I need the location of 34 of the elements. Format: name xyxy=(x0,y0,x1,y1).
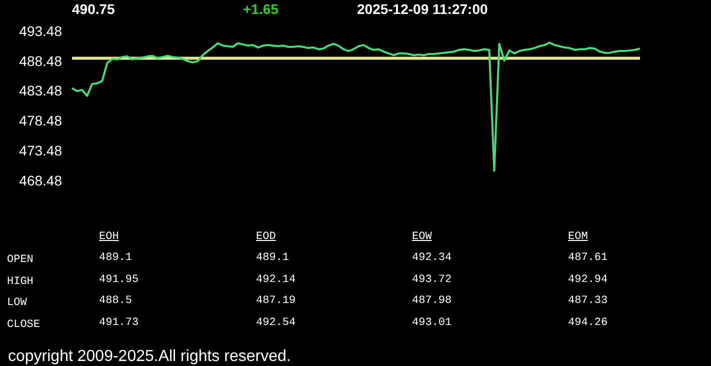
text: 489.1 xyxy=(256,252,290,264)
text: LOW xyxy=(7,297,27,310)
text: OPEN xyxy=(7,254,34,266)
text: copyright 2009-2025.All rights reserved. xyxy=(8,348,291,366)
text: HIGH xyxy=(7,276,34,288)
y-tick-label: 473.48 xyxy=(19,142,62,159)
text: 487.61 xyxy=(568,252,608,264)
y-tick-label: 468.48 xyxy=(19,172,62,188)
text: 493.01 xyxy=(412,317,452,330)
text: 488.5 xyxy=(99,295,132,308)
text: 492.34 xyxy=(412,252,452,264)
text: 489.1 xyxy=(99,252,132,264)
text: 492.14 xyxy=(256,274,296,286)
text: EOW xyxy=(412,231,432,243)
text: 491.95 xyxy=(99,274,139,286)
text: EOD xyxy=(256,231,276,243)
text: 491.73 xyxy=(99,317,139,330)
text: 2025-12-09 11:27:00 xyxy=(357,1,488,17)
text: CLOSE xyxy=(7,319,40,332)
text: 492.54 xyxy=(256,317,296,330)
text: 487.19 xyxy=(256,295,296,308)
text: +1.65 xyxy=(243,1,278,17)
text: EOH xyxy=(99,231,119,243)
text: 487.98 xyxy=(412,295,452,308)
y-tick-label: 478.48 xyxy=(19,112,62,129)
text: 487.33 xyxy=(568,295,608,308)
text: 492.94 xyxy=(568,274,608,286)
text: 493.72 xyxy=(412,274,452,286)
y-tick-label: 493.48 xyxy=(19,22,62,39)
text: EOM xyxy=(568,231,588,243)
text: 494.26 xyxy=(568,317,608,330)
y-tick-label: 483.48 xyxy=(19,82,62,99)
y-tick-label: 488.48 xyxy=(19,52,62,69)
text: 490.75 xyxy=(72,1,115,17)
